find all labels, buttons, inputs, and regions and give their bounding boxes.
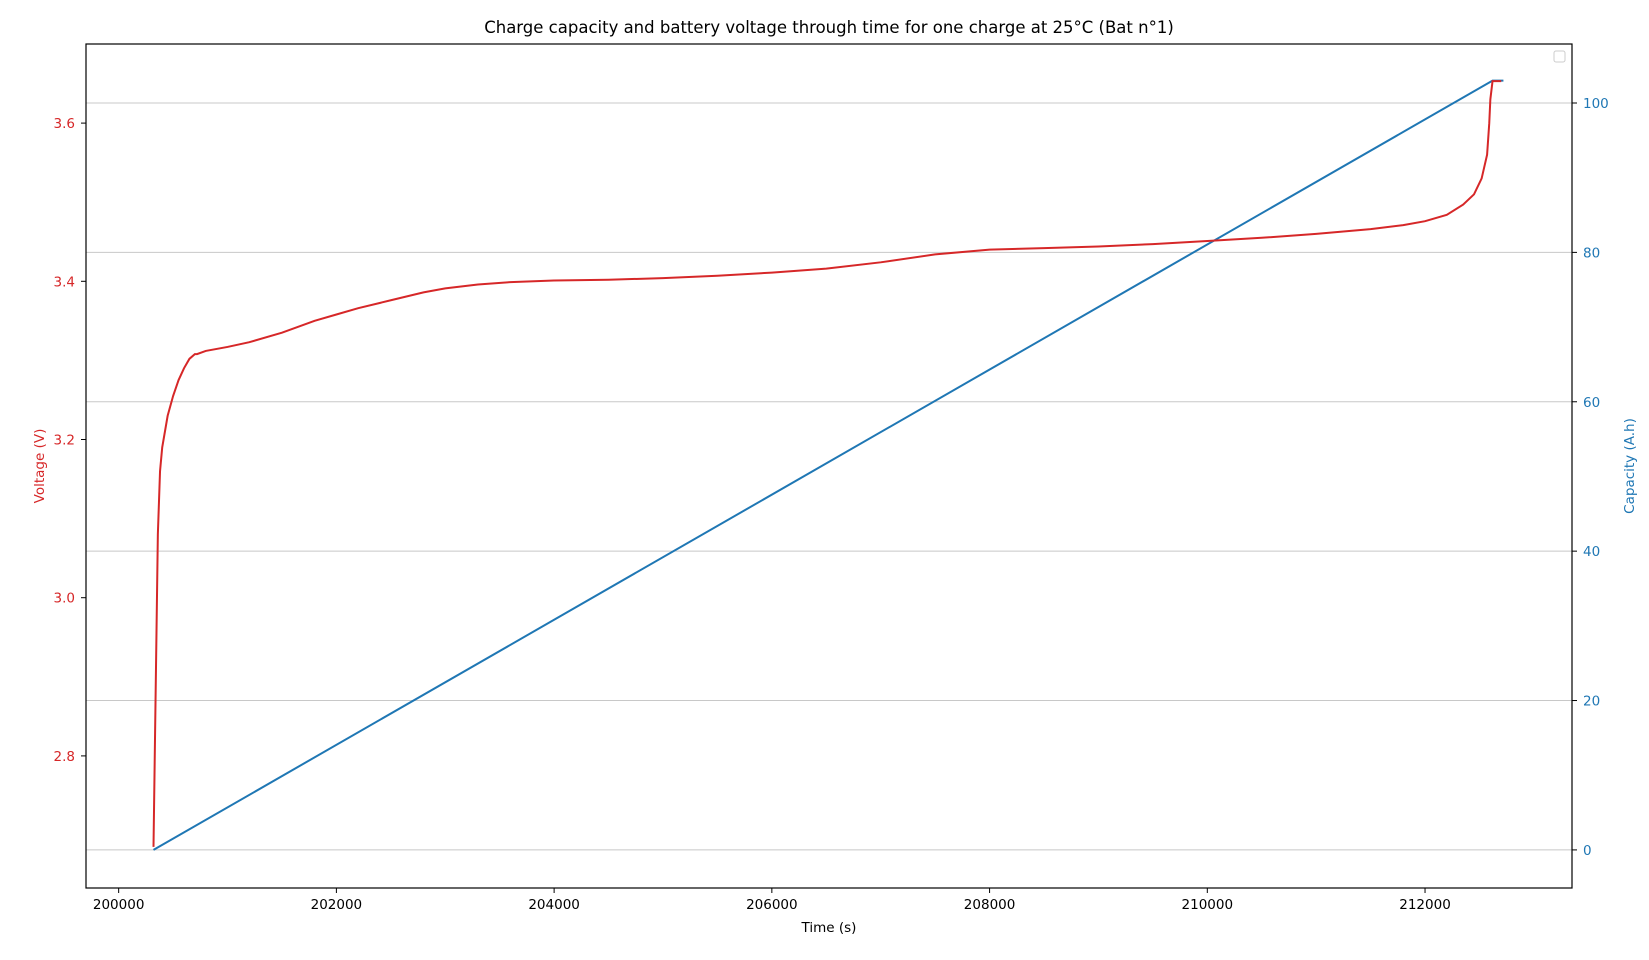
y-left-tick-label: 3.2 <box>54 433 75 449</box>
x-tick-label: 200000 <box>93 897 145 913</box>
y-left-tick-label: 3.4 <box>54 274 75 290</box>
series-line-voltage <box>152 80 1502 847</box>
x-axis: 200000 202000 204000 206000 208000 210000 2120… <box>93 888 1451 913</box>
y-axis-right-label: Capacity (A.h) <box>1622 418 1638 514</box>
y-axis-right: 0 20 40 60 80 100 <box>1572 96 1609 859</box>
y-axis-left: 2.8 3.0 3.2 3.4 3.6 <box>54 116 86 765</box>
plot-frame <box>85 43 1573 889</box>
y-right-tick-label: 0 <box>1583 843 1592 859</box>
x-tick-label: 212000 <box>1399 897 1451 913</box>
chart-title: Charge capacity and battery voltage thro… <box>484 18 1174 37</box>
y-axis-left-label: Voltage (V) <box>32 429 48 504</box>
y-right-tick-label: 40 <box>1583 544 1600 560</box>
y-right-tick-label: 60 <box>1583 395 1600 411</box>
y-right-tick-label: 80 <box>1583 245 1600 261</box>
x-tick-label: 204000 <box>528 897 580 913</box>
y-left-tick-label: 2.8 <box>54 749 75 765</box>
x-tick-label: 210000 <box>1182 897 1234 913</box>
x-tick-label: 206000 <box>746 897 798 913</box>
legend <box>1553 50 1566 63</box>
y-left-tick-label: 3.6 <box>54 116 75 132</box>
gridlines <box>86 102 1572 851</box>
y-left-tick-label: 3.0 <box>54 591 75 607</box>
y-right-tick-label: 100 <box>1583 96 1609 112</box>
x-tick-label: 202000 <box>311 897 363 913</box>
y-right-tick-label: 20 <box>1583 694 1600 710</box>
x-axis-label: Time (s) <box>801 920 857 936</box>
x-tick-label: 208000 <box>964 897 1016 913</box>
